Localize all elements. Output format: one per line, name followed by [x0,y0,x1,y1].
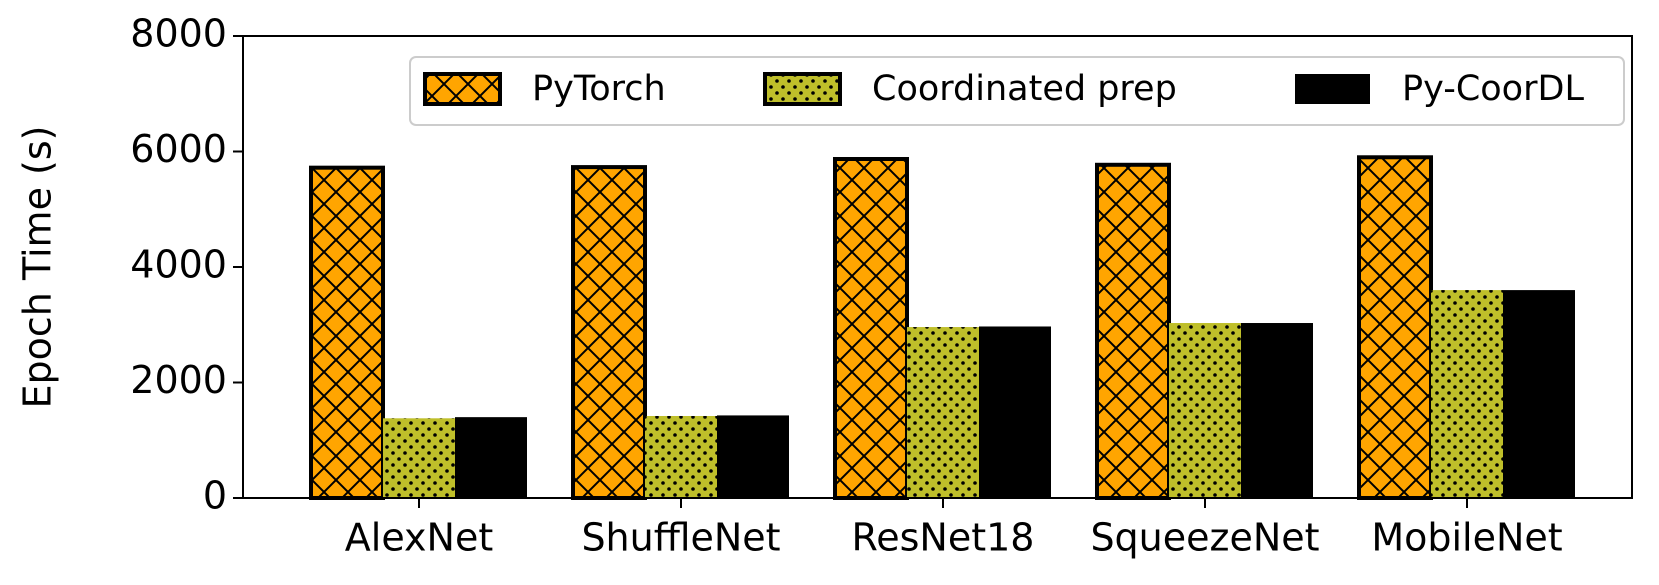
bar [309,165,385,500]
y-tick-label: 8000 [130,12,227,56]
x-tick-label: ShuffleNet [581,516,780,560]
axes-frame [242,35,1633,499]
bar [833,157,909,500]
bar-hatch [645,415,717,498]
x-tick-label: AlexNet [345,516,493,560]
bar-hatch [835,159,907,498]
bar-hatch [573,167,645,498]
bar [645,415,717,498]
bar [1431,290,1503,498]
bar [455,417,527,498]
y-tick-label: 0 [203,474,227,518]
legend-label: Py-CoorDL [1402,69,1584,109]
bar-hatch [1169,323,1241,498]
bar [571,165,647,500]
bar-fill [979,326,1051,498]
bar-hatch [1359,157,1431,498]
y-axis-label: Epoch Time (s) [16,126,60,409]
bar-hatch [1097,164,1169,498]
legend: PyTorch Coordinated prep Py-CoorDL [409,56,1625,126]
bar [979,326,1051,498]
plot-area: 0 2000 4000 6000 8000 AlexNet ShuffleNet ResNet… [130,12,1575,560]
bar-fill [717,415,789,498]
x-tick-label: SqueezeNet [1090,516,1319,560]
bar [1169,323,1241,498]
bar-fill [1503,290,1575,498]
bar [1503,290,1575,498]
bar-hatch [907,327,979,498]
bar [383,418,455,498]
bar-hatch [311,167,383,499]
bar [1241,323,1313,498]
bar [717,415,789,498]
legend-label: PyTorch [532,69,666,109]
bar [1095,162,1171,500]
y-tick-label: 2000 [130,358,227,402]
x-tick-label: MobileNet [1371,516,1562,560]
y-tick-label: 4000 [130,243,227,287]
bar-hatch [1431,290,1503,498]
legend-swatch-hatch [425,74,500,104]
bar [1357,155,1433,500]
bar-hatch [383,418,455,498]
bar-fill [455,417,527,498]
legend-swatch-hatch [765,74,840,104]
bar-fill [1241,323,1313,498]
bar [907,327,979,498]
legend-swatch [1295,74,1370,104]
legend-label: Coordinated prep [872,69,1177,109]
x-tick-label: ResNet18 [852,516,1035,560]
y-tick-label: 6000 [130,127,227,171]
